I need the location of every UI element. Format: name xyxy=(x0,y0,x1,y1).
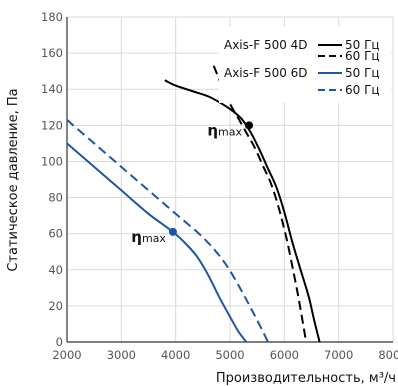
y-tick-label: 40 xyxy=(48,263,63,277)
y-tick-label: 60 xyxy=(48,227,63,241)
y-tick-label: 140 xyxy=(41,82,63,96)
y-tick-label: 20 xyxy=(48,299,63,313)
series-line-3 xyxy=(66,142,248,343)
eta-max-point-2 xyxy=(168,227,177,236)
legend-entry-1-2: 60 Гц xyxy=(345,49,380,63)
y-tick-label: 100 xyxy=(41,154,63,168)
axes xyxy=(66,17,393,343)
series-line-2 xyxy=(212,65,308,343)
annotations: ηmax ηmax xyxy=(131,121,254,246)
x-tick-label: 5000 xyxy=(215,348,244,362)
eta-max-label-2: ηmax xyxy=(131,228,166,246)
x-tick-label: 4000 xyxy=(161,348,190,362)
y-tick-label: 160 xyxy=(41,46,63,60)
legend-entry-2-2: 60 Гц xyxy=(345,83,380,97)
x-tick-label: 6000 xyxy=(270,348,299,362)
legend-model-2: Axis-F 500 6D xyxy=(224,66,308,80)
x-tick-label: 2000 xyxy=(52,348,81,362)
y-tick-label: 180 xyxy=(41,10,63,24)
legend-model-1: Axis-F 500 4D xyxy=(224,38,308,52)
eta-max-label-1: ηmax xyxy=(207,121,242,139)
y-tick-label: 0 xyxy=(56,335,63,349)
eta-max-point-1 xyxy=(245,121,254,130)
y-tick-label: 120 xyxy=(41,118,63,132)
x-tick-label: 7000 xyxy=(324,348,353,362)
legend-entry-1-1: 50 Гц xyxy=(345,38,380,52)
series-line-1 xyxy=(164,79,321,343)
legend-background xyxy=(219,27,391,103)
x-tick-label: 3000 xyxy=(107,348,136,362)
legend-entry-2-1: 50 Гц xyxy=(345,66,380,80)
y-tick-label: 80 xyxy=(48,191,63,205)
y-axis-title: Статическое давление, Па xyxy=(6,88,21,271)
x-axis-title: Производительность, м³/ч xyxy=(216,371,396,386)
series-line-4 xyxy=(66,119,269,343)
series-lines xyxy=(66,65,321,343)
